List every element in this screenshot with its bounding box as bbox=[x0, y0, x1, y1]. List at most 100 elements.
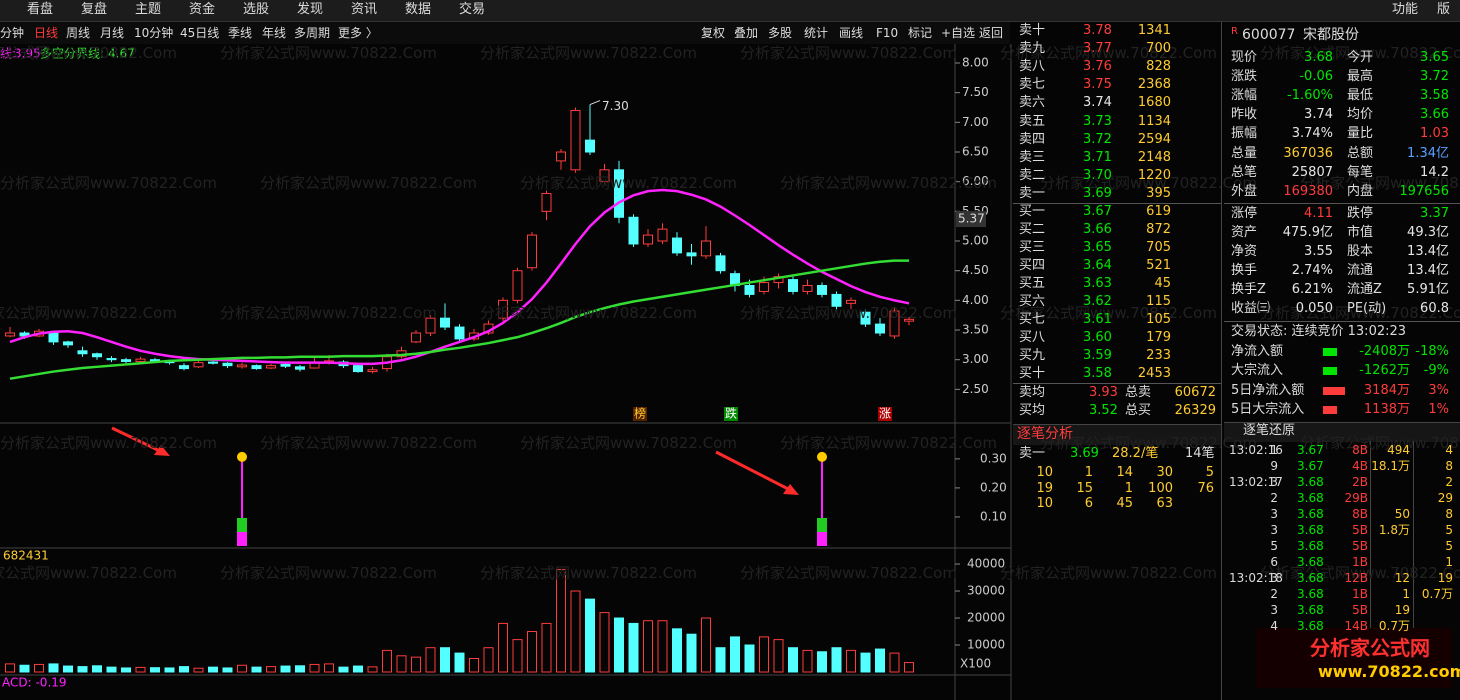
period-tab[interactable]: 更多 〉 bbox=[338, 26, 378, 40]
period-tab[interactable]: 月线 bbox=[100, 26, 125, 40]
order-book-divider bbox=[1013, 383, 1221, 384]
max-pointer bbox=[589, 100, 601, 105]
order-label: 卖五 bbox=[1019, 113, 1046, 129]
stat-value: 6.21% bbox=[1291, 282, 1333, 297]
candle-body bbox=[628, 216, 639, 245]
stat-value: 1.03 bbox=[1420, 126, 1449, 142]
volume-bar bbox=[715, 647, 726, 673]
stat-value: 3.72 bbox=[1420, 69, 1449, 85]
volume-bar bbox=[643, 620, 653, 673]
logo-title: 分析家公式网 bbox=[1310, 636, 1430, 660]
tick-cell: 3 bbox=[1270, 507, 1278, 521]
menu-item[interactable]: 选股 bbox=[243, 2, 270, 17]
tick-cell: 3.68 bbox=[1297, 507, 1324, 521]
period-tab[interactable]: 日线 bbox=[34, 26, 59, 40]
flow-percent: -18% bbox=[1415, 344, 1449, 359]
menu-item[interactable]: 主题 bbox=[135, 2, 162, 17]
volume-bar bbox=[831, 647, 842, 673]
y-tick-label: 30000 bbox=[967, 584, 1005, 598]
tick-cell: 3.68 bbox=[1297, 587, 1324, 601]
menu-item[interactable]: 资金 bbox=[189, 2, 216, 17]
tool-button[interactable]: 画线 bbox=[839, 26, 864, 40]
watermark: 分析家公式网www.70822.Com bbox=[740, 564, 957, 582]
order-price: 3.72 bbox=[1083, 131, 1112, 147]
tool-button[interactable]: 多股 bbox=[768, 26, 793, 40]
menu-item[interactable]: 发现 bbox=[297, 2, 324, 17]
y-tick-label: 6.50 bbox=[962, 145, 989, 159]
tick-volume: 76 bbox=[1197, 480, 1214, 496]
watermark: 分析家公式网www.70822.Com bbox=[1000, 304, 1217, 322]
menu-item[interactable]: 看盘 bbox=[27, 2, 54, 17]
period-tab[interactable]: 分钟 bbox=[0, 26, 25, 40]
candle-body bbox=[875, 323, 885, 334]
period-tab[interactable]: 年线 bbox=[262, 26, 287, 40]
period-tab[interactable]: 10分钟 bbox=[134, 26, 174, 40]
stat-label: 涨停 bbox=[1231, 206, 1258, 221]
watermark: 分析家公式网www.70822.Com bbox=[1260, 44, 1460, 62]
menu-item[interactable]: 功能 bbox=[1392, 2, 1419, 17]
order-price: 3.69 bbox=[1083, 185, 1112, 201]
tick-summary: 卖一 bbox=[1019, 446, 1046, 461]
stat-label: 资产 bbox=[1231, 225, 1258, 240]
period-tab[interactable]: 45日线 bbox=[180, 26, 220, 40]
order-label: 买七 bbox=[1019, 312, 1046, 327]
tool-button[interactable]: 复权 bbox=[701, 26, 726, 40]
toolbar bbox=[0, 22, 1010, 44]
candle-body bbox=[425, 317, 436, 334]
stat-value: 197656 bbox=[1399, 183, 1449, 199]
tick-cell: 1.8万 bbox=[1378, 523, 1410, 537]
y-tick-label: 7.00 bbox=[962, 115, 989, 129]
y-tick-label: 40000 bbox=[967, 557, 1005, 571]
order-volume: 828 bbox=[1146, 59, 1171, 75]
y-tick-label: 7.50 bbox=[962, 85, 989, 99]
tool-button[interactable]: 叠加 bbox=[734, 26, 759, 40]
order-label: 卖二 bbox=[1019, 167, 1046, 183]
candle-body bbox=[193, 362, 204, 368]
candle-body bbox=[715, 255, 726, 272]
tool-button[interactable]: 返回 bbox=[979, 26, 1004, 40]
tick-cell: 18.1万 bbox=[1371, 459, 1410, 473]
menu-item[interactable]: 数据 bbox=[405, 2, 432, 17]
stat-label: 振幅 bbox=[1231, 126, 1258, 142]
menu-item[interactable]: 版 bbox=[1437, 2, 1451, 17]
candle-body bbox=[121, 359, 131, 362]
y-tick-label: 0.10 bbox=[980, 509, 1007, 523]
order-volume: 395 bbox=[1146, 185, 1171, 201]
tool-button[interactable]: F10 bbox=[876, 26, 899, 40]
candle-body bbox=[889, 310, 900, 337]
tool-button[interactable]: 标记 bbox=[908, 26, 933, 40]
tick-cell: 4 bbox=[1445, 443, 1453, 457]
tick-cell: 3.68 bbox=[1297, 539, 1324, 553]
period-tab[interactable]: 周线 bbox=[66, 26, 91, 40]
menu-item[interactable]: 资讯 bbox=[351, 2, 378, 17]
watermark: 分析家公式网www.70822.Com bbox=[0, 304, 177, 322]
volume-bar bbox=[628, 622, 639, 673]
candle-body bbox=[208, 361, 218, 364]
order-price: 3.74 bbox=[1083, 95, 1112, 111]
tick-volume: 6 bbox=[1084, 496, 1093, 511]
y-tick-label: 3.00 bbox=[962, 352, 989, 366]
candle-body bbox=[77, 350, 88, 355]
volume-bar bbox=[730, 636, 740, 673]
menu-item[interactable]: 复盘 bbox=[81, 2, 108, 17]
flow-value: -2408万 bbox=[1359, 344, 1410, 359]
menu-item[interactable]: 交易 bbox=[459, 2, 486, 17]
order-volume: 105 bbox=[1146, 312, 1171, 327]
period-tab[interactable]: 多周期 bbox=[294, 26, 331, 40]
candle-body bbox=[135, 358, 146, 362]
order-price: 3.75 bbox=[1083, 77, 1112, 93]
watermark: 分析家公式网www.70822.Com bbox=[780, 434, 997, 452]
tool-button[interactable]: 统计 bbox=[804, 26, 829, 40]
total-value: 26329 bbox=[1174, 403, 1216, 418]
stat-label: 净资 bbox=[1231, 244, 1258, 259]
stat-value: 3.74% bbox=[1291, 126, 1333, 142]
period-tab[interactable]: 季线 bbox=[228, 26, 253, 40]
order-price: 3.62 bbox=[1083, 294, 1112, 309]
stat-value: 1.34亿 bbox=[1407, 145, 1449, 161]
watermark: 分析家公式网www.70822.Com bbox=[1040, 434, 1257, 452]
tool-button[interactable]: +自选 bbox=[941, 26, 976, 40]
tick-cell: 2 bbox=[1270, 491, 1278, 505]
order-volume: 233 bbox=[1146, 348, 1171, 363]
watermark: 分析家公式网www.70822.Com bbox=[480, 564, 697, 582]
